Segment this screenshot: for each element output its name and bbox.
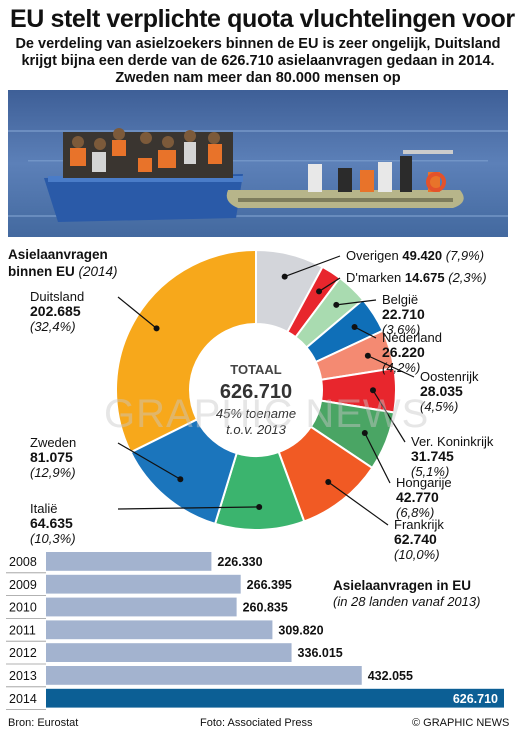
slice-label-hongarije: Hongarije 42.770 (6,8%) — [396, 475, 452, 520]
leader-dot — [333, 301, 340, 308]
donut-chart: TOTAAL 626.710 45% toename t.o.v. 2013 — [115, 248, 415, 531]
bar-2013 — [46, 666, 362, 685]
bar-year-label: 2010 — [9, 601, 37, 615]
slice-label-name: Overigen — [346, 248, 399, 263]
photo-boat-refugees — [8, 90, 508, 237]
slice-label-value: 202.685 — [30, 303, 81, 319]
footer-photo-credit: Foto: Associated Press — [200, 717, 313, 729]
slice-label-value: 64.635 — [30, 515, 73, 531]
bar-2014 — [46, 688, 504, 708]
page-subtitle: De verdeling van asielzoekers binnen de … — [15, 36, 501, 86]
slice-label-itali-: Italië 64.635 (10,3%) — [30, 501, 76, 546]
slice-label-name: Oostenrijk — [420, 369, 479, 384]
center-total-label: TOTAAL — [230, 362, 282, 377]
donut-title: Asielaanvragen — [8, 247, 108, 262]
bar-year-label: 2013 — [9, 669, 37, 683]
bar-chart: 2008 226.330 2009 266.395 2010 260.835 2011 309… — [6, 552, 504, 711]
leader-line — [364, 432, 391, 484]
slice-label-percent: (4,2%) — [382, 360, 421, 375]
donut-title-line2: binnen EU — [8, 264, 75, 279]
slice-label-percent: (4,5%) — [420, 399, 459, 414]
slice-label-nederland: Nederland 26.220 (4,2%) — [382, 330, 442, 375]
bar-2009 — [46, 574, 241, 594]
slice-label-name: D'marken — [346, 270, 402, 285]
leader-line — [367, 355, 415, 378]
slice-label-belgi-: België 22.710 (3,6%) — [382, 292, 425, 337]
leader-line — [327, 481, 389, 526]
bar-chart-title-block: Asielaanvragen in EU (in 28 landen vanaf… — [333, 577, 480, 610]
slice-label-frankrijk: Frankrijk 62.740 (10,0%) — [394, 517, 444, 562]
watermark: GRAPHIC NEWS — [104, 392, 430, 436]
bar-chart-title: Asielaanvragen in EU — [333, 578, 472, 593]
center-total-value: 626.710 — [220, 381, 292, 403]
center-note-increase: 45% toename — [216, 406, 296, 421]
donut-title-year: (2014) — [78, 264, 118, 279]
bar-value-label: 226.330 — [217, 555, 262, 569]
bar-value-label: 309.820 — [278, 623, 323, 637]
bar-chart-subtitle: (in 28 landen vanaf 2013) — [333, 594, 481, 609]
slice-label-percent: (7,9%) — [445, 248, 485, 263]
slice-label-percent: (6,8%) — [396, 505, 435, 520]
slice-label-ver-koninkrijk: Ver. Koninkrijk 31.745 (5,1%) — [411, 434, 493, 479]
bar-2011 — [46, 620, 273, 640]
slice-label-name: Zweden — [30, 435, 77, 450]
footer-copyright: © GRAPHIC NEWS — [412, 717, 510, 729]
page-title: EU stelt verplichte quota vluchtelingen … — [10, 5, 515, 33]
slice-label-overigen: Overigen 49.420 (7,9%) — [346, 248, 484, 263]
donut-title-block: Asielaanvragen binnen EU (2014) — [8, 246, 118, 280]
bar-year-label: 2012 — [9, 646, 37, 660]
bar-value-label: 266.395 — [247, 578, 292, 592]
leader-line — [372, 389, 406, 443]
slice-label-percent: (3,6%) — [382, 322, 421, 337]
leader-line — [318, 277, 341, 292]
slice-label-value: 49.420 — [402, 248, 443, 263]
slice-label-percent: (2,3%) — [448, 270, 487, 285]
slice-label-value: 81.075 — [30, 449, 73, 465]
bar-value-label: 336.015 — [298, 646, 343, 660]
slice-label-value: 22.710 — [382, 306, 425, 322]
slice-label-value: 62.740 — [394, 531, 437, 547]
slice-label-value: 42.770 — [396, 489, 439, 505]
footer-source: Bron: Eurostat — [8, 717, 79, 729]
slice-label-name: België — [382, 292, 419, 307]
slice-label-percent: (10,0%) — [394, 547, 440, 562]
bar-year-label: 2008 — [9, 555, 37, 569]
bar-value-label: 432.055 — [368, 669, 413, 683]
leader-line — [117, 296, 157, 329]
slice-label-percent: (10,3%) — [30, 531, 76, 546]
donut-center-circle — [190, 324, 322, 456]
bar-2012 — [46, 643, 292, 662]
bar-year-label: 2011 — [9, 623, 36, 637]
center-note-compare: t.o.v. 2013 — [226, 422, 287, 437]
bar-year-label: 2014 — [9, 692, 37, 706]
slice-label-percent: (12,9%) — [30, 465, 76, 480]
slice-label-zweden: Zweden 81.075 (12,9%) — [30, 435, 76, 480]
slice-label-duitsland: Duitsland 202.685 (32,4%) — [30, 289, 84, 334]
slice-label-name: Duitsland — [30, 289, 85, 304]
slice-label-d-marken: D'marken 14.675 (2,3%) — [346, 270, 487, 285]
slice-label-oostenrijk: Oostenrijk 28.035 (4,5%) — [420, 369, 479, 414]
slice-label-value: 31.745 — [411, 448, 454, 464]
slice-label-value: 26.220 — [382, 344, 425, 360]
slice-label-name: Nederland — [382, 330, 442, 345]
bar-value-label: 260.835 — [243, 601, 288, 615]
leader-line — [284, 255, 341, 278]
bar-year-label: 2009 — [9, 578, 37, 592]
slice-label-name: Ver. Koninkrijk — [411, 434, 494, 449]
slice-label-name: Frankrijk — [394, 517, 444, 532]
slice-label-value: 28.035 — [420, 383, 463, 399]
slice-label-name: Italië — [30, 501, 58, 516]
slice-label-name: Hongarije — [396, 475, 452, 490]
slice-label-percent: (5,1%) — [411, 464, 450, 479]
leader-line — [354, 326, 377, 339]
leader-dot — [281, 273, 288, 280]
leader-line — [117, 506, 260, 510]
slice-label-value: 14.675 — [404, 270, 445, 285]
leader-line — [336, 299, 377, 306]
bar-2010 — [46, 597, 237, 617]
leader-line — [117, 442, 181, 480]
bar-value-label: 626.710 — [453, 692, 498, 706]
bar-2008 — [46, 552, 212, 571]
slice-label-percent: (32,4%) — [30, 319, 76, 334]
